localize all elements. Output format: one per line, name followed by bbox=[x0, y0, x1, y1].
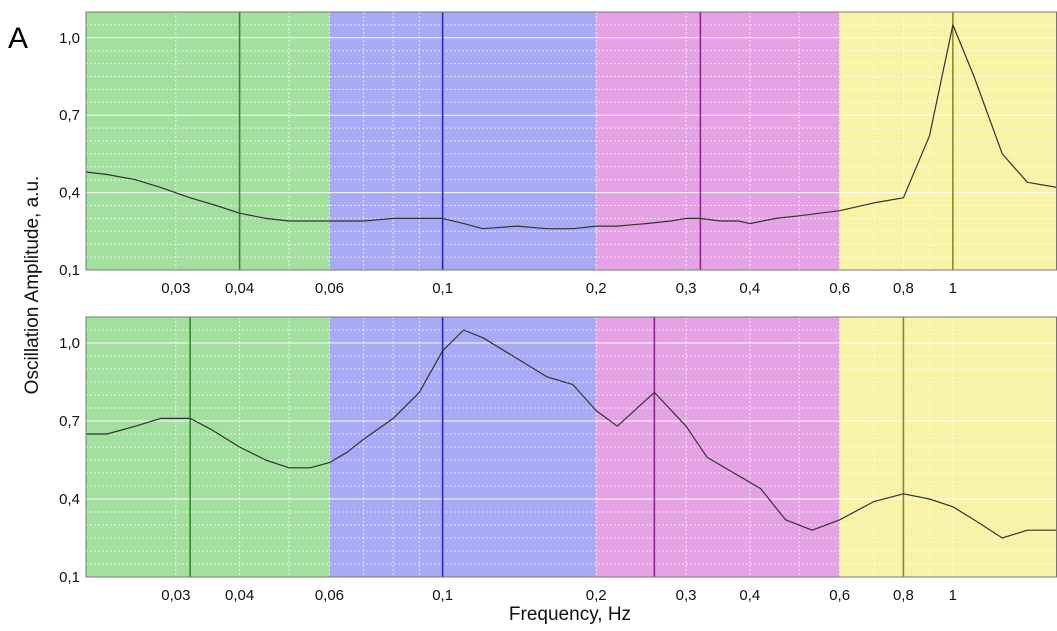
y-tick-label: 1,0 bbox=[59, 335, 80, 352]
y-tick-label: 0,4 bbox=[59, 185, 80, 202]
x-tick-label: 0,6 bbox=[829, 587, 850, 604]
x-tick-label: 0,04 bbox=[225, 587, 254, 604]
chart-panel-1: 0,1 0,4 0,7 1,0 0,03 0,04 0,06 0,1 0,2 0,3 0,4 0,6 0… bbox=[59, 11, 1057, 297]
y-tick-label: 0,7 bbox=[59, 413, 80, 430]
y-tick-label: 0,4 bbox=[59, 491, 80, 508]
chart-panel-2: 0,1 0,4 0,7 1,0 0,03 0,04 0,06 0,1 0,2 0,3 0,4 0,6 0… bbox=[59, 316, 1057, 604]
x-tick-label: 0,6 bbox=[829, 280, 850, 297]
x-tick-label: 0,2 bbox=[586, 587, 607, 604]
y-axis-title: Oscillation Amplitude, a.u. bbox=[22, 176, 43, 395]
x-tick-label: 0,8 bbox=[893, 280, 914, 297]
amplitude-series-line bbox=[86, 329, 1057, 539]
x-tick-label: 1 bbox=[949, 587, 957, 604]
x-tick-label: 0,1 bbox=[432, 280, 453, 297]
x-tick-label: 0,3 bbox=[676, 587, 697, 604]
y-tick-label: 0,1 bbox=[59, 569, 80, 586]
x-tick-label: 0,2 bbox=[586, 280, 607, 297]
x-tick-label: 0,04 bbox=[225, 280, 254, 297]
x-tick-label: 0,06 bbox=[315, 280, 344, 297]
y-tick-label: 1,0 bbox=[59, 30, 80, 47]
y-tick-label: 0,7 bbox=[59, 107, 80, 124]
x-tick-label: 0,3 bbox=[676, 280, 697, 297]
frequency-band-4 bbox=[839, 317, 1057, 577]
x-axis-title: Frequency, Hz bbox=[509, 604, 631, 625]
x-tick-label: 0,06 bbox=[315, 587, 344, 604]
x-tick-label: 0,8 bbox=[893, 587, 914, 604]
x-tick-label: 1 bbox=[949, 280, 957, 297]
x-tick-label: 0,4 bbox=[739, 587, 760, 604]
x-tick-label: 0,03 bbox=[161, 280, 190, 297]
x-tick-label: 0,1 bbox=[432, 587, 453, 604]
amplitude-series-line bbox=[85, 24, 1057, 230]
x-tick-label: 0,03 bbox=[161, 587, 190, 604]
panel-label: A bbox=[8, 22, 28, 55]
y-tick-label: 0,1 bbox=[59, 262, 80, 279]
chart-panels: 0,1 0,4 0,7 1,0 0,03 0,04 0,06 0,1 0,2 0,3 0,4 0,6 0… bbox=[59, 11, 1057, 604]
x-tick-label: 0,4 bbox=[739, 280, 760, 297]
frequency-band-4 bbox=[839, 12, 1057, 270]
